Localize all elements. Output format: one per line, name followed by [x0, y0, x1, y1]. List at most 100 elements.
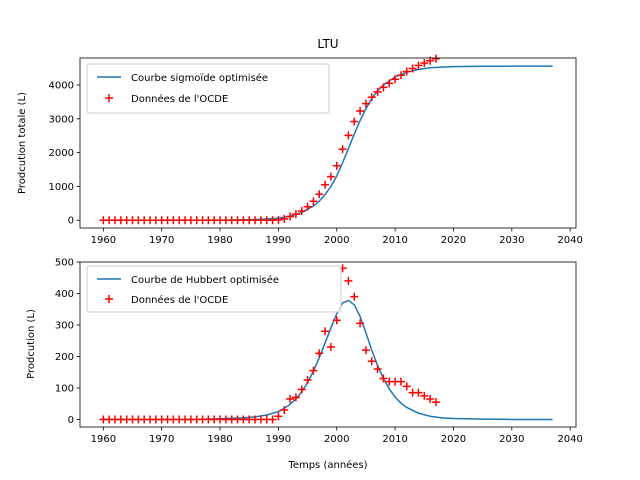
data-point [286, 212, 295, 221]
y-tick-label: 500 [55, 258, 74, 269]
data-point [297, 385, 306, 394]
data-point [367, 357, 376, 366]
data-point [332, 316, 341, 325]
data-point [303, 376, 312, 385]
legend-swatch-marker [105, 94, 113, 102]
data-point [280, 405, 289, 414]
x-axis-label: Temps (années) [287, 459, 367, 471]
y-tick-label: 2000 [49, 148, 74, 159]
x-tick-label: 2040 [557, 235, 582, 246]
legend: Courbe sigmoïde optimisée Données de l'O… [86, 63, 330, 114]
data-point [332, 161, 341, 170]
x-tick-label: 2020 [441, 235, 466, 246]
data-point [291, 393, 300, 402]
data-point [396, 71, 405, 80]
data-point [309, 197, 318, 206]
data-point [297, 207, 306, 216]
data-point [414, 61, 423, 70]
data-point [420, 59, 429, 68]
y-tick-label: 3000 [49, 114, 74, 125]
x-tick-label: 2030 [499, 235, 524, 246]
data-point [402, 67, 411, 76]
y-tick-label: 200 [55, 352, 74, 363]
x-tick-label: 2010 [382, 434, 407, 445]
data-point [344, 131, 353, 140]
y-axis-label: Prodcution totale (L) [17, 92, 28, 194]
data-point [385, 79, 394, 88]
legend-box [86, 63, 330, 114]
annual-plot-frame [79, 261, 577, 428]
data-point [286, 394, 295, 403]
y-tick-label: 4000 [49, 81, 74, 92]
data-point [379, 374, 388, 383]
legend-entry-line: Courbe de Hubbert optimisée [131, 274, 279, 286]
data-point [309, 366, 318, 375]
cumulative-production-plot: LTU 1960 1970 1980 1990 2000 2010 2020 2030 2040… [17, 37, 583, 246]
y-tick-label: 0 [68, 415, 74, 426]
x-tick-label: 1960 [91, 235, 116, 246]
data-point [338, 145, 347, 154]
legend-box [86, 265, 342, 313]
data-point [408, 64, 417, 73]
data-point [321, 327, 330, 336]
annual-plot-x-axis: 1960 1970 1980 1990 2000 2010 2020 2030 2040 [91, 427, 583, 445]
data-point [414, 388, 423, 397]
data-point [315, 349, 324, 358]
legend-swatch-marker [105, 295, 113, 303]
data-point [391, 75, 400, 84]
x-tick-label: 1990 [266, 434, 291, 445]
x-tick-label: 2000 [324, 434, 349, 445]
annual-plot-marks [99, 264, 553, 424]
annual-production-plot: 1960 1970 1980 1990 2000 2010 2020 2030 2040 0 10… [26, 258, 583, 472]
data-point [291, 210, 300, 219]
x-tick-label: 1980 [207, 235, 232, 246]
x-tick-label: 2040 [557, 434, 582, 445]
x-tick-label: 2010 [382, 235, 407, 246]
y-tick-label: 1000 [49, 182, 74, 193]
data-point [350, 117, 359, 126]
cumulative-plot-x-axis: 1960 1970 1980 1990 2000 2010 2020 2030 2040 [91, 228, 583, 246]
data-point [361, 99, 370, 108]
x-tick-label: 2020 [441, 434, 466, 445]
y-tick-label: 400 [55, 289, 74, 300]
data-point [431, 398, 440, 407]
x-tick-label: 2000 [324, 235, 349, 246]
data-point [280, 214, 289, 223]
data-point [373, 365, 382, 374]
data-point [426, 394, 435, 403]
data-point [373, 87, 382, 96]
legend-entry-scatter: Données de l'OCDE [131, 93, 228, 105]
x-tick-label: 1970 [149, 235, 174, 246]
data-point [361, 346, 370, 355]
cumulative-plot-marks [99, 54, 553, 225]
data-point [274, 412, 283, 421]
data-point [326, 172, 335, 181]
data-point [420, 391, 429, 400]
data-point [326, 343, 335, 352]
x-tick-label: 2030 [499, 434, 524, 445]
data-point [321, 180, 330, 189]
data-point [367, 93, 376, 102]
y-tick-label: 100 [55, 383, 74, 394]
data-point [274, 215, 283, 224]
data-point [303, 202, 312, 211]
chart-title: LTU [317, 37, 338, 51]
data-point [344, 276, 353, 285]
x-tick-label: 1980 [207, 434, 232, 445]
legend-entry-line: Courbe sigmoïde optimisée [131, 72, 268, 84]
annual-plot-y-axis: 0 100 200 300 400 500 [55, 258, 80, 426]
x-tick-label: 1970 [149, 434, 174, 445]
cumulative-plot-frame [79, 57, 577, 229]
data-point [356, 319, 365, 328]
data-point [350, 292, 359, 301]
data-point [396, 377, 405, 386]
x-tick-label: 1990 [266, 235, 291, 246]
data-point [379, 83, 388, 92]
x-tick-label: 1960 [91, 434, 116, 445]
cumulative-plot-y-axis: 0 1000 2000 3000 4000 [49, 81, 80, 227]
data-point [315, 190, 324, 199]
data-point [268, 415, 277, 424]
y-tick-label: 300 [55, 320, 74, 331]
y-axis-label: Prodcution (L) [26, 309, 37, 379]
